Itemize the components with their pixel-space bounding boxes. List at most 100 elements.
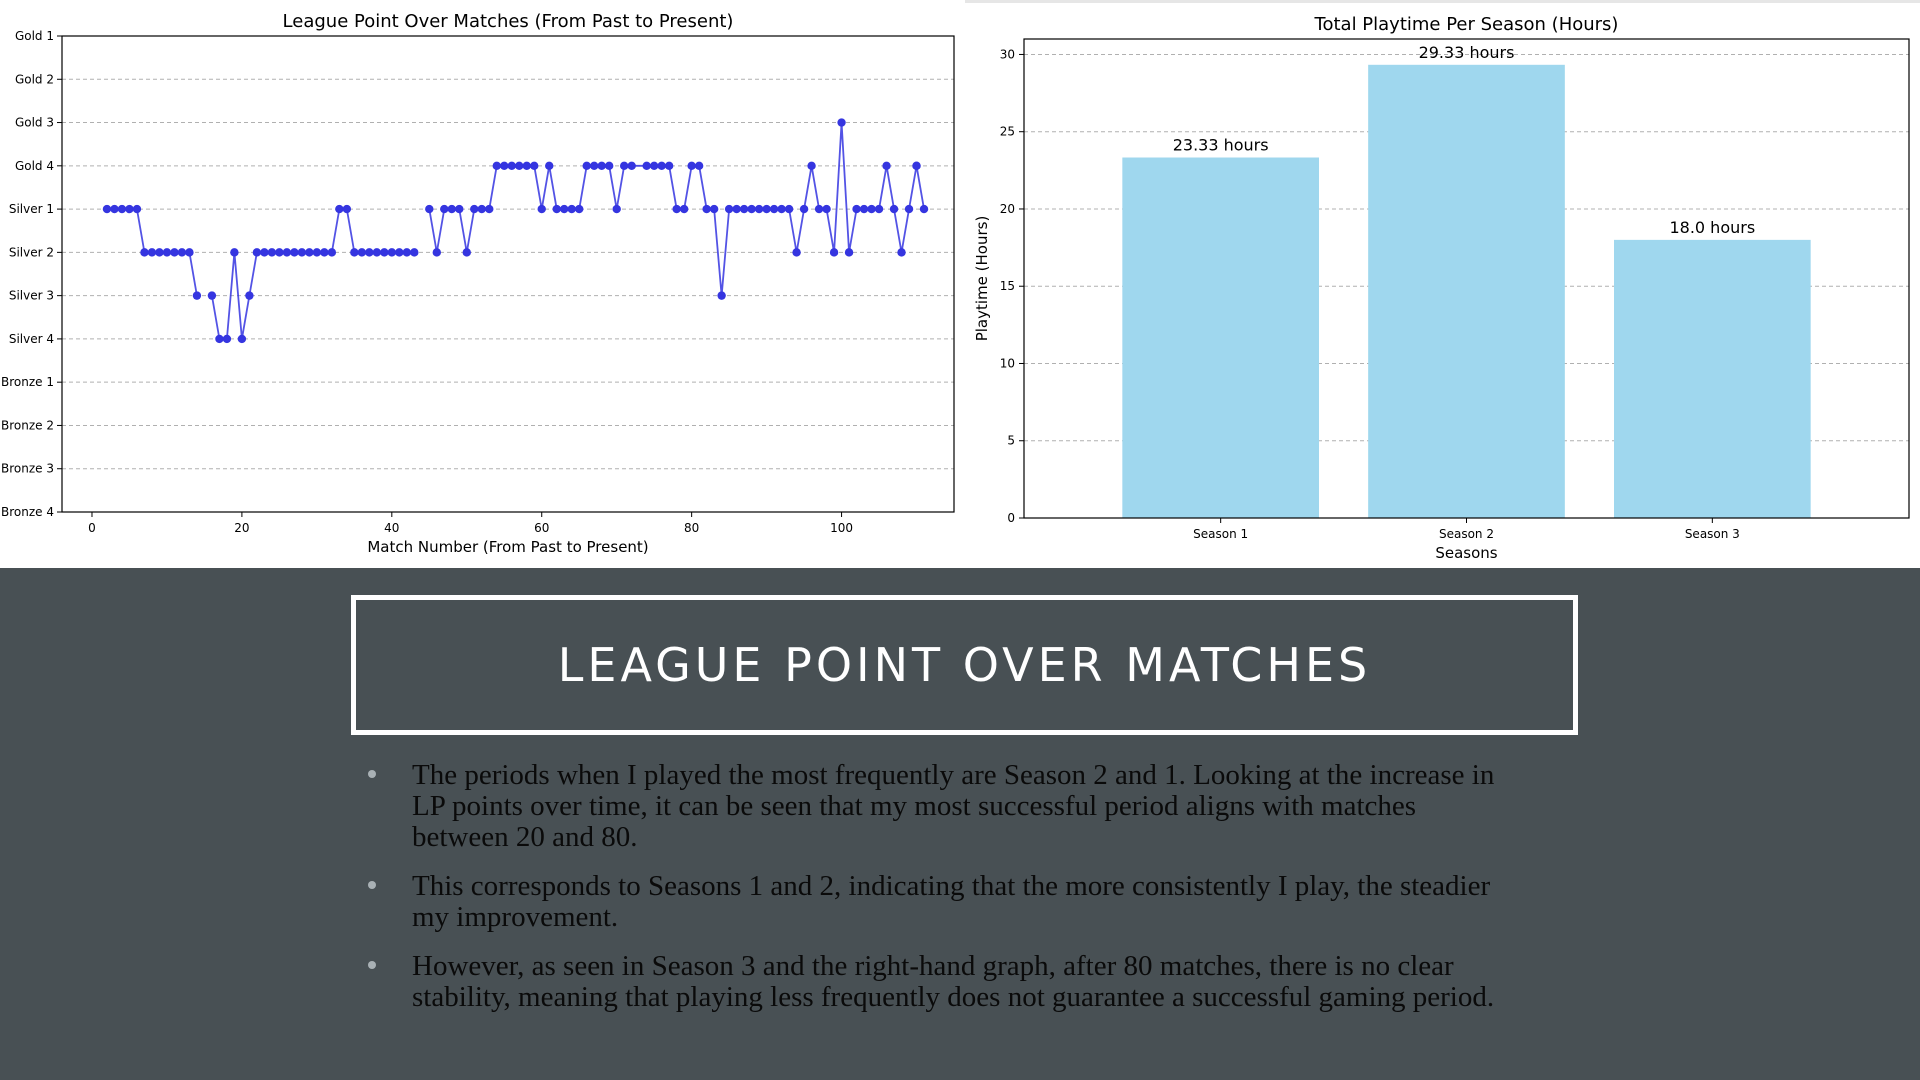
lp-data-point (545, 161, 554, 171)
lp-chart-title: League Point Over Matches (From Past to … (283, 11, 734, 32)
lp-data-point (267, 248, 277, 257)
pt-y-tick-label: 15 (1000, 279, 1015, 293)
lp-data-point (335, 204, 344, 214)
lp-data-point (590, 161, 599, 171)
lp-data-point (500, 161, 509, 171)
lp-data-point (507, 161, 516, 171)
lp-data-point (537, 204, 546, 214)
lp-data-point (769, 204, 779, 214)
lp-x-tick-label: 0 (88, 521, 96, 535)
league-point-chart: League Point Over Matches (From Past to … (1, 11, 955, 556)
pt-data-label: 29.33 hours (1419, 43, 1515, 62)
pt-y-tick-label: 10 (1000, 356, 1015, 370)
lp-data-point (252, 248, 262, 257)
lp-data-point (147, 248, 157, 257)
lp-data-point (649, 161, 659, 171)
lp-data-point (724, 204, 734, 214)
lp-data-point (664, 161, 674, 171)
lp-data-point (657, 161, 666, 171)
lp-data-point (627, 161, 636, 171)
lp-data-point (192, 291, 202, 300)
lp-data-point (672, 204, 681, 214)
lp-data-point (477, 204, 486, 214)
lp-data-point (732, 204, 741, 214)
lp-data-point (492, 161, 501, 171)
lp-data-point (312, 248, 322, 257)
lp-data-point (754, 204, 764, 214)
lp-data-point (552, 204, 561, 214)
lp-data-point (237, 334, 247, 344)
lp-data-point (717, 291, 726, 300)
lp-data-point (882, 161, 891, 171)
bullet-item: The periods when I played the most frequ… (360, 760, 1510, 853)
bullet-dot-icon (368, 770, 376, 778)
lp-data-point (447, 204, 456, 214)
pt-data-label: 18.0 hours (1669, 218, 1755, 237)
lp-data-point (290, 248, 299, 257)
lp-data-point (822, 204, 831, 214)
lp-data-point (350, 248, 359, 257)
lp-x-tick-label: 40 (384, 521, 399, 535)
lp-data-point (125, 204, 134, 214)
lp-data-point (365, 248, 374, 257)
bullet-text: The periods when I played the most frequ… (412, 759, 1495, 853)
lp-data-point (110, 204, 119, 214)
lp-data-point (155, 248, 164, 257)
lp-y-tick-label: Gold 4 (15, 159, 54, 173)
lp-data-point (432, 248, 441, 257)
lp-y-tick-label: Gold 1 (15, 29, 54, 43)
lp-data-point (560, 204, 569, 214)
lp-y-tick-label: Bronze 1 (1, 375, 54, 389)
lp-data-point (297, 248, 307, 257)
lp-data-point (380, 248, 389, 257)
pt-y-tick-label: 30 (1000, 47, 1015, 61)
lp-data-point (320, 248, 329, 257)
lp-data-point (305, 248, 314, 257)
pt-x-tick-label: Season 2 (1439, 527, 1494, 541)
lp-data-point (792, 248, 801, 257)
lp-y-tick-label: Silver 4 (9, 332, 54, 346)
lp-data-point (687, 161, 696, 171)
lp-data-point (679, 204, 689, 214)
chart-top-border (965, 0, 1920, 3)
lp-data-point (889, 204, 899, 214)
lp-data-point (222, 334, 232, 344)
lp-series-line (915, 165, 925, 210)
lp-data-point (852, 204, 861, 214)
lp-x-tick-label: 80 (684, 521, 699, 535)
lp-data-point (410, 248, 419, 257)
pt-bar (1368, 64, 1565, 518)
lp-data-point (170, 248, 179, 257)
lp-y-tick-label: Silver 1 (9, 202, 54, 216)
lp-data-point (327, 248, 337, 257)
lp-y-tick-label: Gold 2 (15, 72, 54, 86)
lp-data-point (567, 204, 576, 214)
lp-data-point (642, 161, 651, 171)
lp-data-point (829, 248, 839, 257)
lp-data-point (440, 204, 449, 214)
lp-data-point (357, 248, 367, 257)
lp-data-point (844, 248, 854, 257)
lp-data-point (612, 204, 621, 214)
lp-data-point (837, 118, 846, 127)
lp-y-tick-label: Bronze 4 (1, 505, 54, 519)
bullet-dot-icon (368, 881, 376, 889)
lp-data-point (207, 291, 217, 300)
lp-data-point (897, 248, 906, 257)
lp-data-point (739, 204, 749, 214)
pt-x-tick-label: Season 3 (1685, 527, 1740, 541)
lp-data-point (185, 248, 194, 257)
pt-bar (1614, 239, 1811, 518)
lp-series-line (211, 208, 415, 340)
lp-data-point (372, 248, 382, 257)
lp-data-point (282, 248, 292, 257)
bullet-list: The periods when I played the most frequ… (360, 760, 1510, 1031)
pt-x-axis-label: Seasons (1435, 544, 1497, 562)
lp-plot-frame (61, 35, 955, 513)
lp-y-tick-label: Gold 3 (15, 116, 54, 130)
pt-y-tick-label: 25 (1000, 125, 1015, 139)
lp-data-point (102, 204, 112, 214)
pt-x-tick-label: Season 1 (1193, 527, 1248, 541)
pt-data-label: 23.33 hours (1173, 136, 1269, 155)
lp-data-point (694, 161, 704, 171)
